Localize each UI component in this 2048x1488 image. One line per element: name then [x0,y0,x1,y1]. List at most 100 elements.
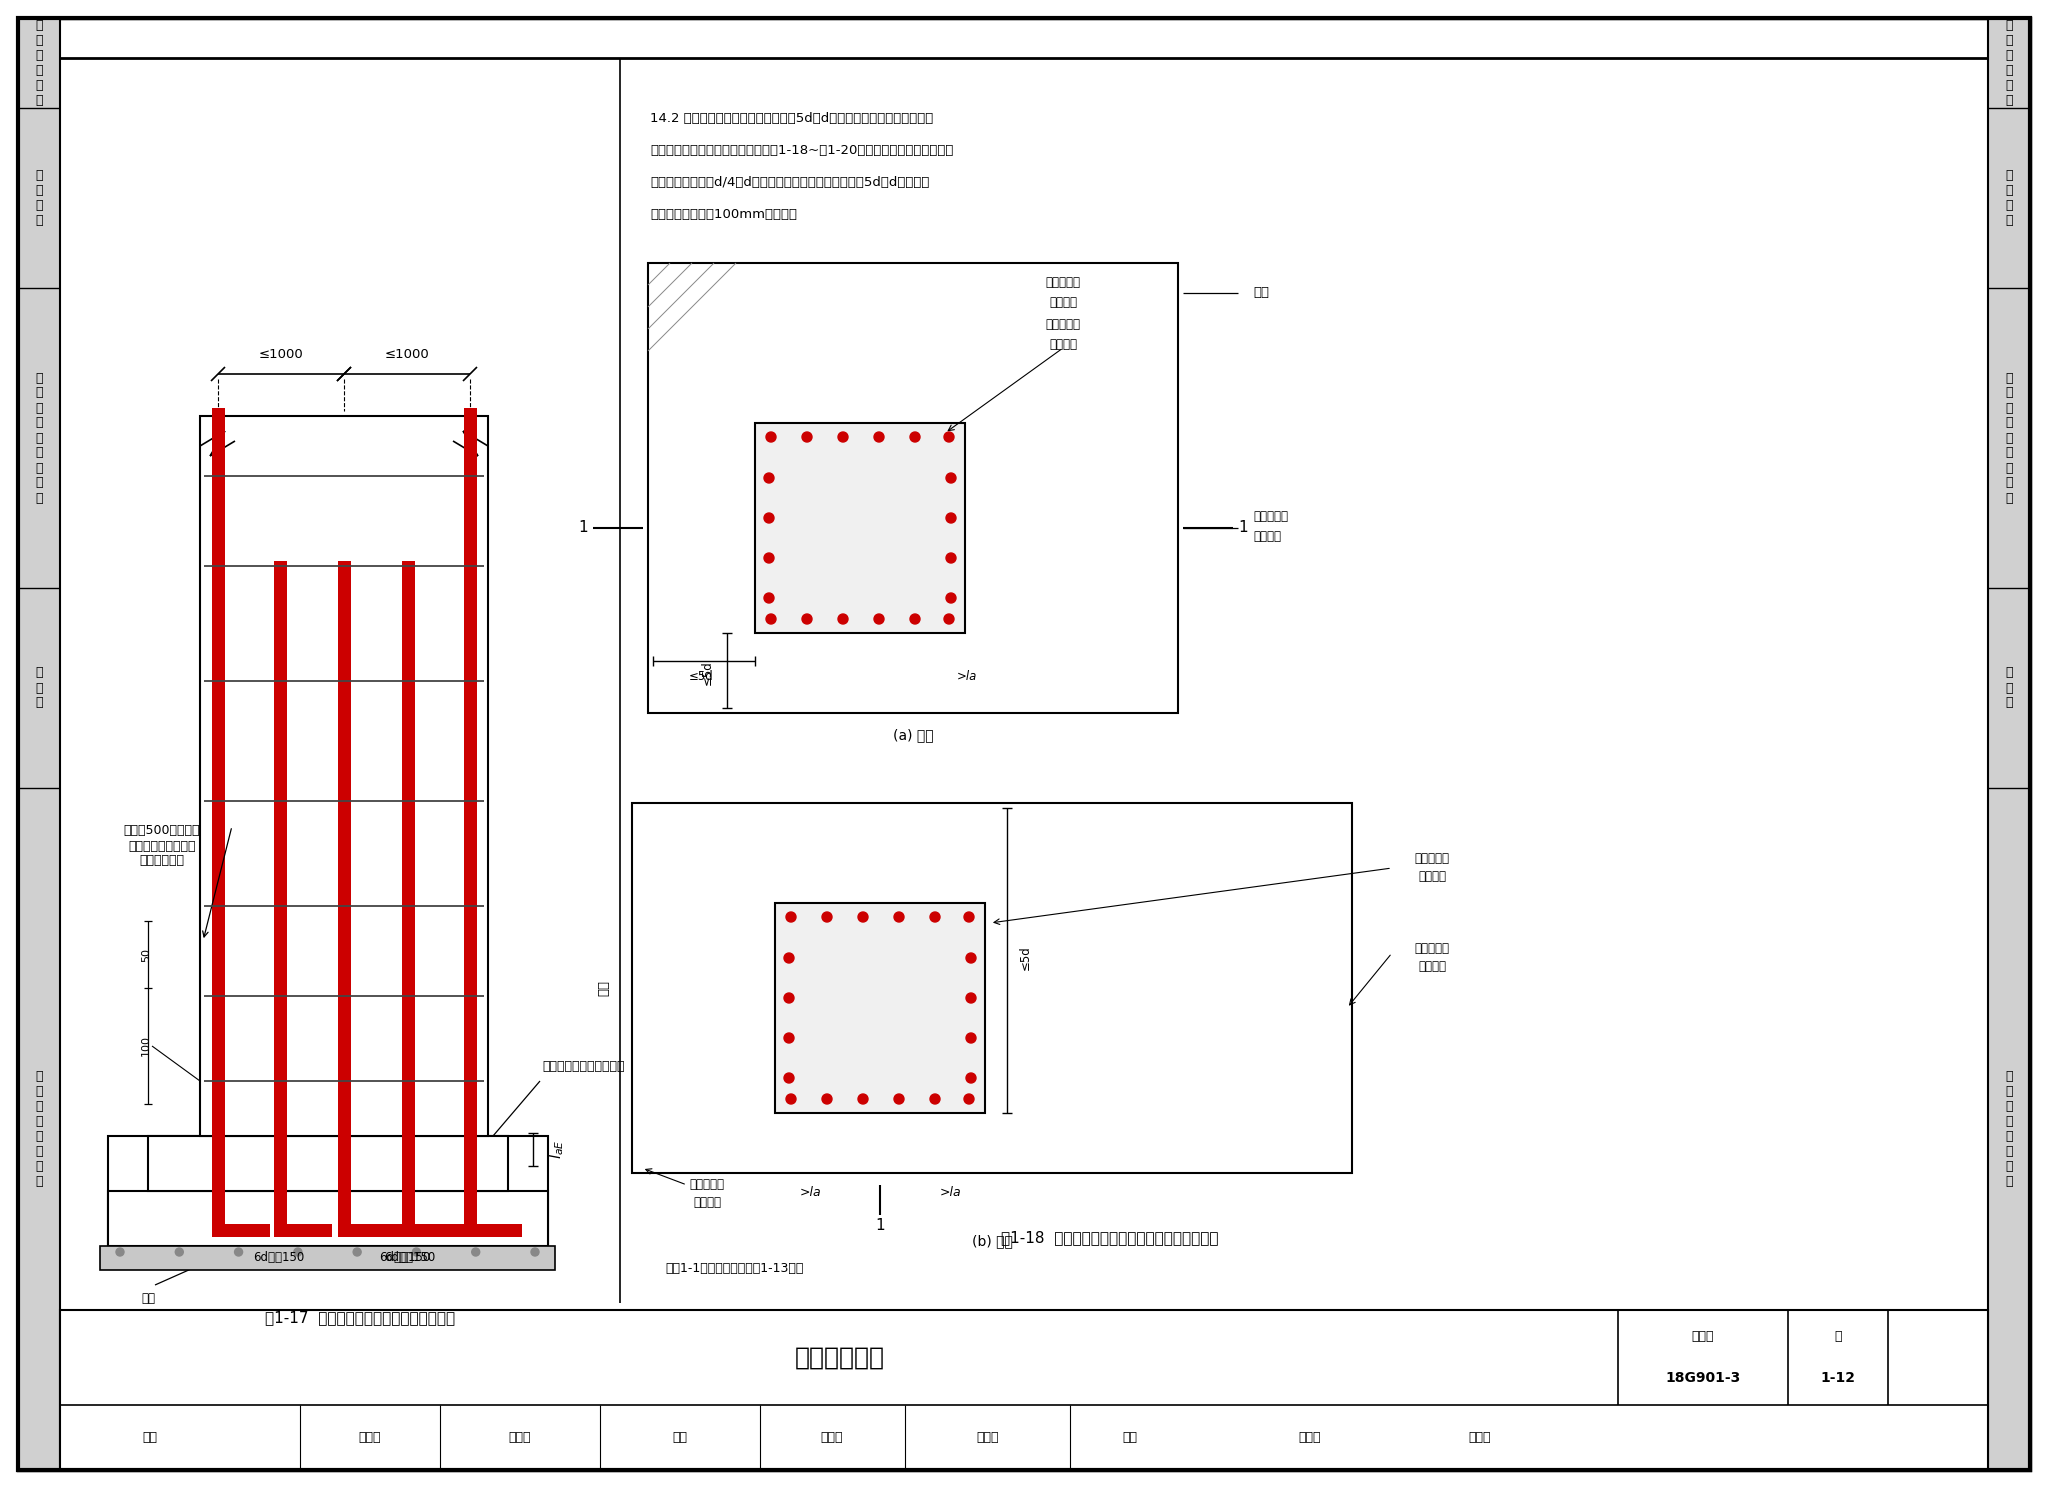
Circle shape [821,912,831,923]
Bar [401,561,416,1231]
Text: 构造钢筋: 构造钢筋 [1417,960,1446,973]
Text: 构造钢筋: 构造钢筋 [692,1196,721,1210]
Text: 构造钢筋: 构造钢筋 [1253,530,1280,543]
Text: 1: 1 [874,1217,885,1232]
Text: 构造钢筋: 构造钢筋 [1049,296,1077,310]
Text: 桩
基
础: 桩 基 础 [2005,667,2013,710]
Circle shape [967,992,977,1003]
Text: 18G901-3: 18G901-3 [1665,1372,1741,1385]
Circle shape [944,615,954,623]
Circle shape [766,432,776,442]
Circle shape [530,1248,539,1256]
Text: 1: 1 [1239,521,1247,536]
Text: $l_{aE}$: $l_{aE}$ [547,1140,565,1159]
Circle shape [930,1094,940,1104]
Circle shape [471,1248,479,1256]
Circle shape [838,615,848,623]
Circle shape [117,1248,125,1256]
Circle shape [930,912,940,923]
Circle shape [784,1033,795,1043]
Text: 于耿元: 于耿元 [1468,1431,1491,1443]
Bar [401,1225,461,1237]
Circle shape [909,615,920,623]
Circle shape [786,1094,797,1104]
Text: 筏板边封边: 筏板边封边 [690,1178,725,1192]
Bar [18,18,59,1470]
Bar [274,1225,332,1237]
Circle shape [764,513,774,522]
Text: 黄志刚: 黄志刚 [358,1431,381,1443]
Text: 雷三千: 雷三千 [977,1431,999,1443]
Text: 独立基础或条形基础顶面: 独立基础或条形基础顶面 [543,1059,625,1073]
Circle shape [909,432,920,442]
Text: (a) 角部: (a) 角部 [893,728,934,743]
Text: 一
般
构
造
要
求: 一 般 构 造 要 求 [35,19,43,107]
Text: >la: >la [799,1186,821,1199]
Circle shape [784,992,795,1003]
Text: ≤5d: ≤5d [1018,946,1032,970]
Text: 小直径）且不大于100mm的要求。: 小直径）且不大于100mm的要求。 [649,207,797,220]
Text: 审核: 审核 [143,1431,158,1443]
Circle shape [412,1248,420,1256]
Circle shape [838,432,848,442]
Circle shape [784,952,795,963]
Circle shape [944,432,954,442]
Text: 补充锚固区: 补充锚固区 [1415,851,1450,865]
Text: 页: 页 [1835,1330,1841,1344]
Bar [350,1225,416,1237]
Text: 50: 50 [141,948,152,961]
Text: 条
形
基
础
与
筏
形
基
础: 条 形 基 础 与 筏 形 基 础 [2005,372,2013,504]
Bar [338,561,350,1231]
Text: 注：1-1剖面详见本图集第1-13页。: 注：1-1剖面详见本图集第1-13页。 [666,1262,803,1275]
Circle shape [766,615,776,623]
Text: 筏板边封边: 筏板边封边 [1415,942,1450,954]
Text: ≤1000: ≤1000 [385,348,430,360]
Text: ≤5d: ≤5d [700,661,713,686]
Bar [213,408,225,1231]
Text: 横向钢筋: 横向钢筋 [1417,869,1446,882]
Bar [109,1135,549,1245]
Bar [100,1245,555,1269]
Text: 一
般
构
造
要
求: 一 般 构 造 要 求 [2005,19,2013,107]
Circle shape [858,912,868,923]
Bar [647,263,1178,713]
Bar [147,1135,508,1190]
Text: 筏板: 筏板 [1253,287,1270,299]
Circle shape [786,912,797,923]
Bar [465,408,477,1231]
Circle shape [895,1094,903,1104]
Bar [756,423,965,632]
Text: 1-12: 1-12 [1821,1372,1855,1385]
Text: 间距＜500，且不少
于两道矩形封闭箍筋
（非复合箍）: 间距＜500，且不少 于两道矩形封闭箍筋 （非复合箍） [123,824,201,868]
Circle shape [176,1248,182,1256]
Circle shape [803,615,811,623]
Circle shape [803,432,811,442]
Text: 与
基
础
有
关
的
构
造: 与 基 础 有 关 的 构 造 [35,1070,43,1187]
Circle shape [764,554,774,562]
Text: 贾玄彻: 贾玄彻 [508,1431,530,1443]
Circle shape [946,594,956,603]
Circle shape [965,912,975,923]
Circle shape [293,1248,301,1256]
Circle shape [967,1073,977,1083]
Circle shape [946,513,956,522]
Text: 100: 100 [141,1036,152,1056]
Text: 独
立
基
础: 独 立 基 础 [35,170,43,228]
Text: 独
立
基
础: 独 立 基 础 [2005,170,2013,228]
Text: 筏板边封边: 筏板边封边 [1253,509,1288,522]
Text: 王怀元: 王怀元 [1298,1431,1321,1443]
Circle shape [946,473,956,484]
Circle shape [236,1248,242,1256]
Text: 曹云锋: 曹云锋 [821,1431,844,1443]
Bar [774,903,985,1113]
Text: 6d且＞150: 6d且＞150 [379,1251,430,1263]
Text: 桩
基
础: 桩 基 础 [35,667,43,710]
Text: 与
基
础
有
关
的
构
造: 与 基 础 有 关 的 构 造 [2005,1070,2013,1187]
Bar [633,804,1352,1173]
Bar [59,1309,1989,1470]
Circle shape [874,432,885,442]
Text: 筏板边封边: 筏板边封边 [1044,277,1081,290]
Circle shape [967,1033,977,1043]
Circle shape [895,912,903,923]
Text: 一般构造要求: 一般构造要求 [795,1345,885,1369]
